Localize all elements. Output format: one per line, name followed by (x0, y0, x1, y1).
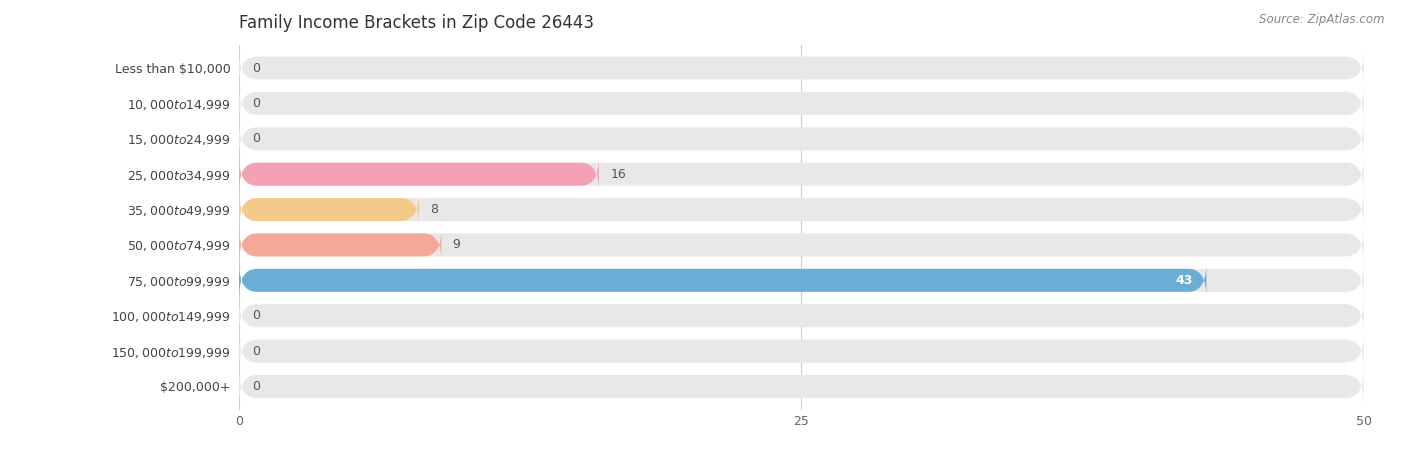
FancyBboxPatch shape (239, 158, 599, 191)
FancyBboxPatch shape (239, 193, 419, 226)
FancyBboxPatch shape (239, 228, 1364, 262)
FancyBboxPatch shape (239, 158, 1364, 191)
FancyBboxPatch shape (239, 334, 1364, 368)
Text: 0: 0 (253, 309, 260, 322)
FancyBboxPatch shape (239, 264, 1206, 297)
Text: 43: 43 (1175, 274, 1192, 287)
FancyBboxPatch shape (239, 228, 441, 262)
FancyBboxPatch shape (239, 264, 1364, 297)
Text: Family Income Brackets in Zip Code 26443: Family Income Brackets in Zip Code 26443 (239, 14, 593, 32)
FancyBboxPatch shape (239, 370, 1364, 403)
Text: 16: 16 (610, 168, 626, 180)
Text: 8: 8 (430, 203, 439, 216)
Text: 0: 0 (253, 132, 260, 145)
Text: 0: 0 (253, 380, 260, 393)
Text: Source: ZipAtlas.com: Source: ZipAtlas.com (1260, 14, 1385, 27)
FancyBboxPatch shape (239, 193, 1364, 226)
FancyBboxPatch shape (239, 122, 1364, 156)
FancyBboxPatch shape (239, 299, 1364, 333)
Text: 0: 0 (253, 345, 260, 358)
FancyBboxPatch shape (239, 51, 1364, 85)
Text: 9: 9 (453, 238, 461, 252)
Text: 0: 0 (253, 97, 260, 110)
FancyBboxPatch shape (239, 86, 1364, 120)
Text: 0: 0 (253, 62, 260, 75)
